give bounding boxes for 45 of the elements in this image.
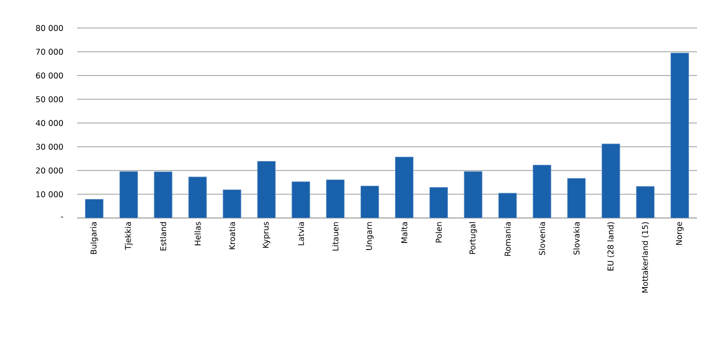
x-tick-label: Polen xyxy=(436,222,442,242)
x-tick-label: Slovakia xyxy=(573,222,580,255)
x-tick-label: Tjekkia xyxy=(124,222,133,250)
bar xyxy=(257,161,276,218)
bar xyxy=(222,190,242,218)
y-tick-label: 30 000 xyxy=(36,144,63,150)
y-tick-label: 10 000 xyxy=(36,191,63,198)
x-tick-label: Portugal xyxy=(469,222,477,254)
bar xyxy=(360,186,379,218)
bar xyxy=(395,156,414,218)
y-tick-label: 40 000 xyxy=(36,120,63,126)
x-tick-label: Norge xyxy=(676,222,684,245)
x-tick-label: Slovenia xyxy=(538,222,546,256)
bar xyxy=(464,171,482,218)
x-tick-label: Litauen xyxy=(332,222,338,251)
y-tick-label: 70 000 xyxy=(36,48,63,55)
bar xyxy=(85,199,104,218)
bar xyxy=(429,187,448,218)
bar xyxy=(119,171,138,218)
bar xyxy=(326,180,345,218)
x-tick-label: Kyprus xyxy=(262,222,270,248)
y-tick-label: 60 000 xyxy=(36,72,63,79)
y-tick-label: 20 000 xyxy=(36,167,63,174)
x-tick-label: Hellas xyxy=(194,222,201,246)
x-tick-label: Mottakerland (15) xyxy=(642,222,649,293)
bar xyxy=(602,144,620,218)
y-tick-label: 50 000 xyxy=(36,96,63,102)
bar xyxy=(636,186,655,218)
x-tick-label: Latvia xyxy=(298,222,304,246)
y-tick-label: 80 000 xyxy=(36,24,63,32)
x-tick-label: Malta xyxy=(401,222,408,243)
x-tick-label: Estland xyxy=(160,222,166,250)
bar xyxy=(567,178,586,218)
bar xyxy=(292,181,310,218)
x-tick-label: Ungarn xyxy=(366,222,374,250)
bar xyxy=(498,192,517,218)
x-tick-label: Romania xyxy=(504,222,511,256)
bar xyxy=(154,171,172,218)
bar xyxy=(188,176,207,218)
bar xyxy=(532,164,552,218)
bar xyxy=(670,52,689,218)
x-tick-label: EU (28 land) xyxy=(607,222,614,270)
x-tick-label: Bulgaria xyxy=(90,222,98,254)
x-tick-label: Kroatia xyxy=(228,222,236,250)
y-tick-label: - xyxy=(60,216,64,218)
